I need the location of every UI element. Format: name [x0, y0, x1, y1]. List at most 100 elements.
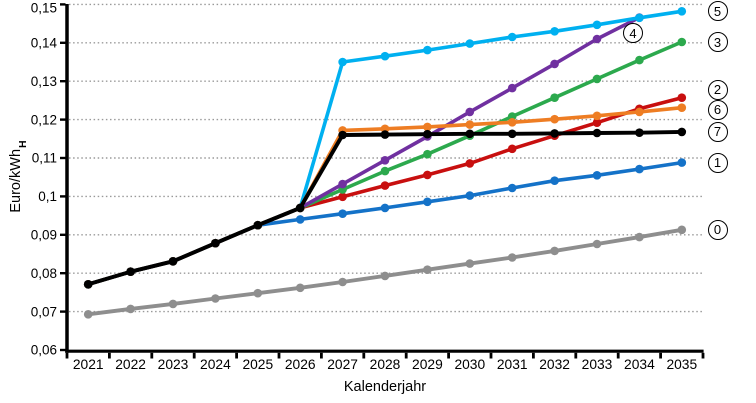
series-marker-7 — [211, 238, 220, 248]
series-marker-0 — [338, 277, 347, 287]
series-marker-1 — [550, 176, 559, 185]
series-marker-2 — [465, 159, 475, 168]
y-tick-label: 0,07 — [31, 304, 57, 319]
y-tick-label: 0,14 — [31, 36, 58, 51]
series-marker-4 — [507, 83, 517, 93]
series-marker-7 — [338, 130, 347, 140]
series-marker-2 — [423, 170, 432, 180]
series-marker-7 — [677, 127, 687, 137]
series-marker-5 — [338, 57, 347, 67]
series-marker-4 — [550, 59, 559, 69]
series-badge-6: 6 — [707, 99, 728, 120]
series-marker-0 — [295, 283, 305, 293]
series-marker-0 — [83, 310, 93, 319]
series-marker-3 — [380, 166, 390, 176]
series-marker-0 — [465, 259, 475, 268]
series-marker-1 — [677, 158, 687, 167]
y-tick-label: 0,11 — [32, 151, 57, 166]
x-tick-label: 2028 — [370, 357, 401, 372]
series-marker-0 — [380, 271, 390, 281]
series-marker-7 — [507, 129, 517, 139]
series-marker-5 — [465, 39, 475, 48]
series-marker-1 — [295, 215, 305, 224]
series-marker-6 — [635, 107, 644, 117]
series-marker-5 — [380, 51, 390, 61]
series-marker-7 — [380, 130, 390, 139]
series-marker-0 — [635, 232, 644, 242]
series-marker-3 — [423, 149, 432, 159]
series-marker-0 — [168, 299, 178, 309]
series-marker-1 — [380, 203, 390, 213]
series-marker-1 — [465, 191, 475, 200]
series-marker-2 — [592, 118, 602, 127]
series-badge-0: 0 — [707, 219, 728, 240]
y-tick-label: 0,12 — [31, 112, 57, 127]
series-marker-2 — [338, 192, 347, 202]
series-marker-7 — [635, 128, 644, 137]
series-marker-1 — [507, 183, 517, 193]
series-marker-0 — [550, 246, 559, 256]
x-tick-label: 2035 — [666, 357, 697, 372]
y-tick-label: 0,06 — [31, 343, 57, 358]
series-marker-3 — [592, 74, 602, 84]
x-tick-label: 2027 — [327, 357, 358, 372]
series-badge-3: 3 — [707, 32, 728, 53]
series-badge-4: 4 — [623, 23, 643, 43]
series-marker-5 — [550, 27, 559, 36]
series-marker-4 — [592, 34, 602, 44]
x-tick-label: 2033 — [582, 357, 613, 372]
series-marker-0 — [253, 288, 263, 298]
y-axis-title: Euro/kWhH — [8, 99, 30, 255]
series-marker-6 — [550, 114, 559, 124]
series-marker-7 — [253, 220, 263, 230]
x-tick-label: 2034 — [624, 357, 655, 372]
series-marker-3 — [635, 55, 644, 65]
series-marker-1 — [635, 164, 644, 174]
series-marker-1 — [592, 171, 602, 180]
series-marker-5 — [592, 20, 602, 30]
series-marker-0 — [211, 294, 220, 303]
series-marker-4 — [380, 156, 390, 165]
series-marker-5 — [635, 13, 644, 23]
x-tick-label: 2031 — [497, 357, 528, 372]
y-tick-label: 0,15 — [31, 1, 57, 16]
x-tick-label: 2029 — [412, 357, 443, 372]
series-marker-5 — [423, 45, 432, 55]
series-marker-7 — [550, 129, 559, 138]
y-tick-label: 0,13 — [31, 74, 57, 89]
x-tick-label: 2023 — [158, 357, 189, 372]
series-badge-2: 2 — [707, 79, 728, 100]
x-tick-label: 2025 — [242, 357, 273, 372]
series-marker-6 — [677, 103, 687, 112]
x-tick-label: 2026 — [285, 357, 316, 372]
series-marker-7 — [168, 257, 178, 266]
y-tick-label: 0,09 — [31, 228, 57, 243]
series-marker-0 — [592, 239, 602, 249]
series-marker-4 — [465, 107, 475, 117]
x-tick-label: 2021 — [73, 357, 104, 372]
y-axis-title-text: Euro/kWh — [8, 148, 24, 213]
y-tick-label: 0,08 — [31, 266, 57, 281]
x-tick-label: 2030 — [454, 357, 485, 372]
series-marker-0 — [507, 253, 517, 262]
series-badge-1: 1 — [707, 152, 728, 173]
y-axis-title-subscript: H — [16, 140, 29, 148]
series-marker-2 — [677, 93, 687, 102]
series-marker-2 — [380, 181, 390, 190]
x-tick-label: 2024 — [200, 357, 231, 372]
series-marker-7 — [423, 129, 432, 139]
series-marker-3 — [677, 37, 687, 47]
series-marker-2 — [507, 144, 517, 154]
x-axis-title: Kalenderjahr — [343, 379, 427, 395]
series-marker-7 — [83, 280, 93, 289]
series-marker-6 — [592, 111, 602, 121]
series-badge-5: 5 — [707, 1, 728, 22]
series-marker-6 — [465, 120, 475, 129]
series-marker-1 — [338, 209, 347, 218]
x-tick-label: 2022 — [115, 357, 146, 372]
series-marker-7 — [126, 267, 135, 277]
series-marker-7 — [465, 129, 475, 139]
series-marker-5 — [507, 32, 517, 42]
series-marker-5 — [677, 7, 687, 16]
